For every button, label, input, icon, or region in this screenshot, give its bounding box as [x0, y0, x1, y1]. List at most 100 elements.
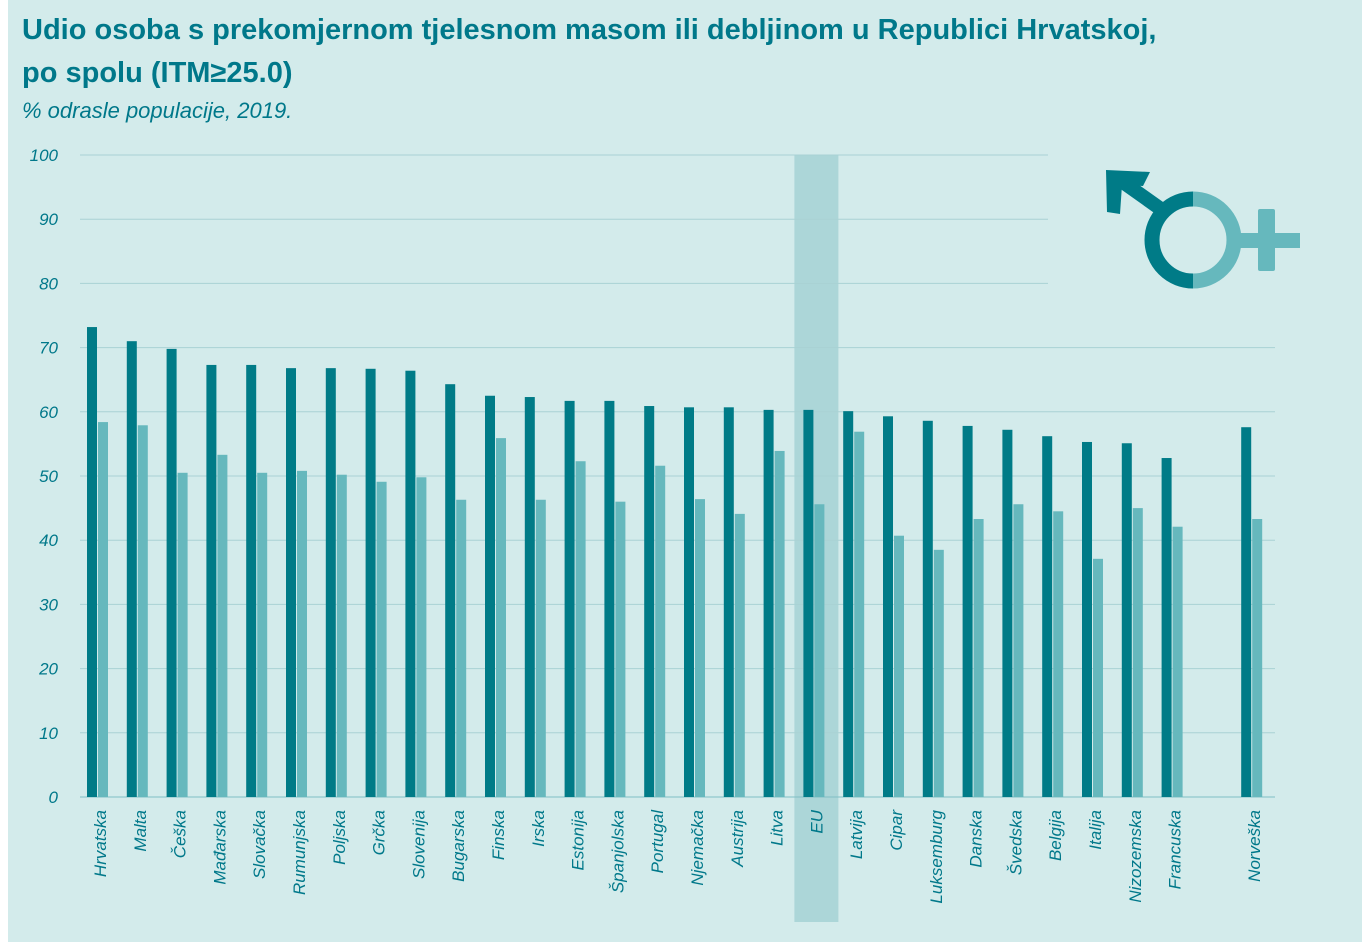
x-tick-label: Švedska [1006, 810, 1025, 875]
x-tick-label: Malta [131, 810, 150, 852]
bar-light [257, 472, 268, 797]
bar-light [217, 454, 228, 797]
bar-light [98, 422, 108, 797]
x-tick-label: Francuska [1166, 810, 1185, 889]
bar-dark [883, 416, 893, 797]
bar-dark [843, 411, 854, 797]
chart-title: Udio osoba s prekomjernom tjelesnom maso… [22, 14, 1157, 46]
x-tick-label: Rumunjska [290, 810, 309, 895]
y-tick-label: 0 [49, 788, 59, 807]
chart-title-line2: po spolu (ITM≥25.0) [22, 57, 293, 89]
bar-dark [604, 400, 615, 797]
x-tick-label: Mađarska [210, 810, 229, 885]
bar-dark [87, 327, 97, 797]
bar-dark [644, 406, 655, 797]
bar-dark [206, 364, 217, 797]
bar-light [1132, 508, 1143, 797]
bar-light [1013, 504, 1024, 797]
x-tick-label: Norveška [1245, 810, 1264, 882]
x-tick-label: Danska [967, 810, 986, 868]
x-tick-label: Luksemburg [927, 809, 946, 903]
bar-dark [763, 409, 774, 797]
bar-light [774, 450, 785, 797]
bar-dark [684, 407, 694, 797]
x-tick-label: Cipar [887, 809, 906, 851]
bar-light [973, 519, 984, 797]
y-tick-label: 60 [39, 403, 58, 422]
bar-light [854, 431, 865, 797]
bar-light [1053, 511, 1064, 797]
bar-dark [246, 364, 257, 797]
bar-dark [1002, 429, 1013, 797]
bar-light [1093, 558, 1103, 797]
x-tick-label: Estonija [569, 810, 588, 870]
x-tick-label: Češka [171, 810, 190, 858]
bar-light [655, 465, 666, 797]
bar-light [416, 477, 427, 797]
x-tick-label: Bugarska [449, 810, 468, 882]
x-tick-label: Irska [529, 810, 548, 847]
x-tick-label: Slovačka [250, 810, 269, 879]
bar-dark [564, 400, 575, 797]
y-tick-label: 70 [39, 339, 58, 358]
bar-light [177, 472, 188, 797]
x-tick-label: Litva [768, 810, 787, 846]
bar-light [575, 461, 586, 797]
bar-dark [1042, 436, 1053, 797]
y-tick-label: 40 [39, 531, 58, 550]
bar-dark [524, 397, 535, 797]
x-tick-label: Poljska [330, 810, 349, 865]
x-tick-label: Slovenija [409, 810, 428, 879]
x-tick-label: Njemačka [688, 810, 707, 886]
bar-dark [445, 384, 456, 797]
bar-dark [1161, 458, 1172, 797]
bar-light [1252, 519, 1263, 797]
bar-light [456, 499, 467, 797]
bar-light [137, 425, 148, 797]
bar-dark [485, 395, 495, 797]
y-tick-label: 10 [39, 724, 58, 743]
bar-dark [126, 341, 137, 797]
bar-dark [325, 368, 336, 797]
bar-light [933, 549, 944, 797]
x-tick-label: EU [807, 809, 826, 833]
y-tick-label: 100 [30, 146, 59, 165]
bar-dark [405, 370, 416, 797]
bar-light [734, 513, 745, 797]
y-tick-label: 30 [39, 595, 58, 614]
bar-dark [962, 425, 973, 797]
y-tick-label: 20 [38, 660, 58, 679]
x-tick-label: Italija [1086, 810, 1105, 850]
bar-light [615, 501, 626, 797]
male-female-gender-icon [1106, 170, 1300, 289]
x-tick-label: Austrija [728, 810, 747, 868]
bar-light [297, 470, 307, 797]
bar-dark [1082, 441, 1092, 797]
x-tick-label: Portugal [648, 809, 667, 874]
bar-dark [166, 348, 177, 797]
x-tick-label: Španjolska [608, 810, 627, 893]
bar-dark [723, 407, 734, 797]
bar-light [894, 535, 904, 797]
bar-dark [803, 409, 814, 797]
bar-light [535, 499, 546, 797]
bar-dark [1241, 427, 1252, 797]
bar-light [1172, 526, 1183, 797]
bar-light [496, 438, 506, 797]
bar-light [376, 481, 387, 797]
bar-light [814, 504, 825, 797]
y-tick-label: 90 [39, 210, 58, 229]
x-tick-label: Finska [489, 810, 508, 860]
x-tick-label: Grčka [370, 810, 389, 855]
chart-subtitle: % odrasle populacije, 2019. [22, 98, 293, 123]
x-tick-label: Nizozemska [1126, 810, 1145, 903]
bar-dark [365, 368, 376, 797]
bar-dark [286, 368, 296, 797]
y-tick-label: 50 [39, 467, 58, 486]
bar-dark [1121, 443, 1132, 797]
bar-dark [922, 420, 933, 797]
x-tick-label: Belgija [1046, 810, 1065, 861]
y-tick-label: 80 [39, 274, 58, 293]
bar-light [336, 474, 347, 797]
